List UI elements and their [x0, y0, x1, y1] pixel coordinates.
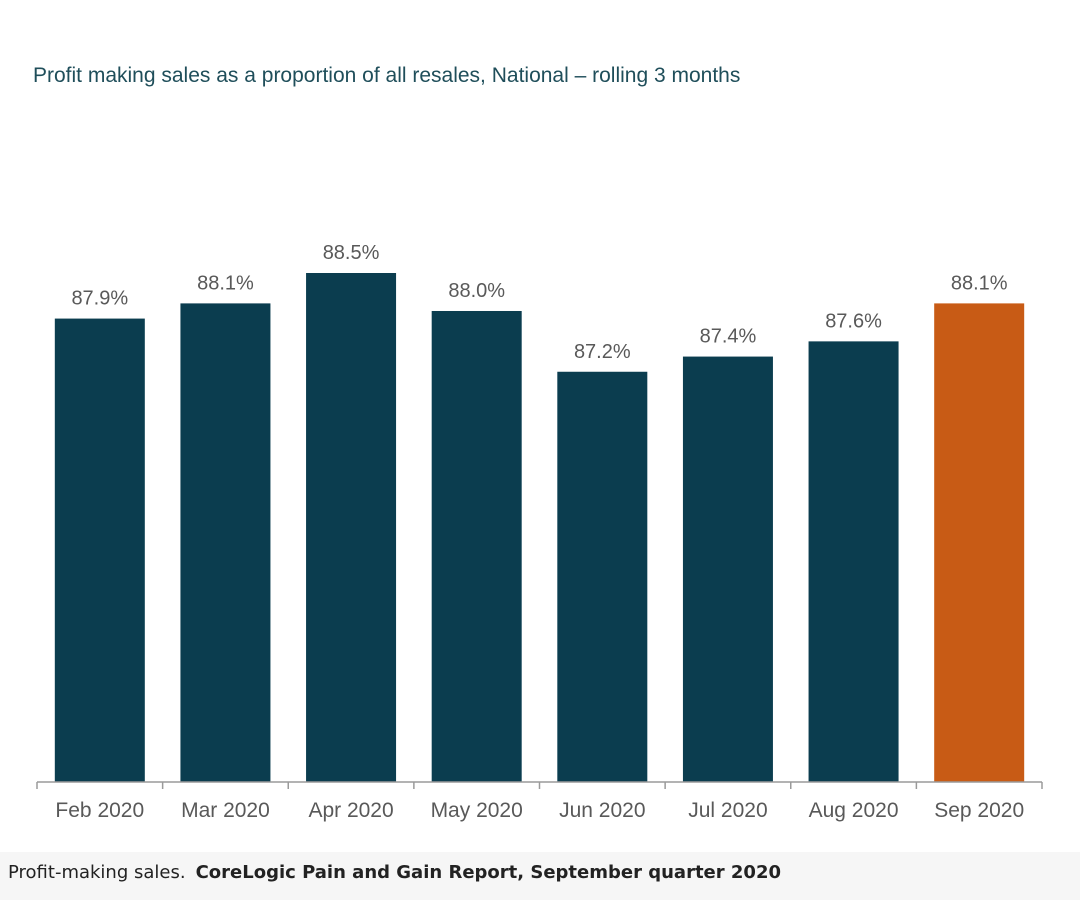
caption-bar [0, 852, 1080, 900]
bar-sep-2020 [934, 303, 1025, 782]
x-tick-label: May 2020 [431, 799, 523, 822]
x-tick-label: Sep 2020 [934, 799, 1024, 822]
x-tick-label: Jul 2020 [688, 799, 767, 822]
data-label: 88.0% [448, 280, 505, 302]
x-tick-label: Mar 2020 [181, 799, 270, 822]
bar-jul-2020 [682, 356, 773, 782]
x-tick-label: Feb 2020 [55, 799, 144, 822]
image-caption: Profit-making sales. CoreLogic Pain and G… [8, 862, 781, 883]
bar-chart: 87.9% Feb 2020 88.1% Mar 2020 88.5% Apr 2020 8… [36, 242, 1043, 822]
caption-credit: CoreLogic Pain and Gain Report, Septembe… [195, 862, 781, 883]
data-label: 87.4% [700, 326, 757, 348]
bar-may-2020 [431, 310, 522, 782]
bar-feb-2020 [54, 318, 145, 782]
chart-title: Profit making sales as a proportion of a… [33, 64, 741, 87]
caption-text: Profit-making sales. [8, 862, 186, 883]
x-tick-label: Aug 2020 [809, 799, 899, 822]
data-label: 88.1% [197, 272, 254, 294]
data-label: 87.2% [574, 341, 631, 363]
bar-mar-2020 [180, 303, 271, 782]
x-tick-label: Jun 2020 [559, 799, 645, 822]
bar-jun-2020 [557, 371, 648, 782]
data-label: 88.5% [323, 242, 380, 264]
bar-apr-2020 [306, 273, 397, 782]
chart-panel: Profit making sales as a proportion of a… [33, 64, 1043, 822]
data-label: 87.9% [71, 288, 128, 310]
data-label: 87.6% [825, 310, 882, 332]
x-tick-label: Apr 2020 [308, 799, 393, 822]
bar-aug-2020 [808, 341, 899, 782]
data-label: 88.1% [951, 272, 1008, 294]
